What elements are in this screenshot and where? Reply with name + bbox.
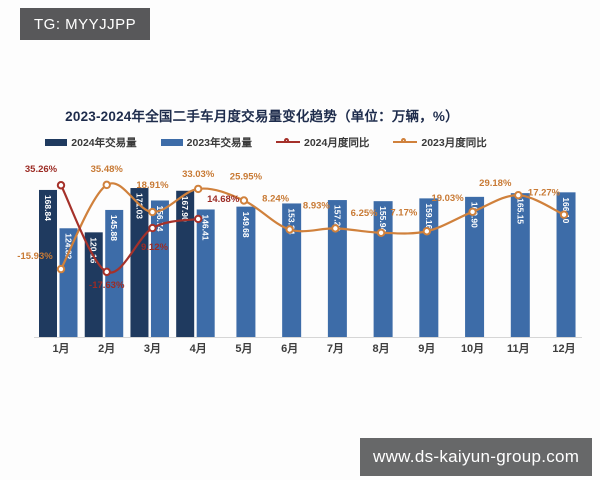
bar-value-label: 167.90: [180, 196, 190, 222]
x-axis-tick-label: 11月: [507, 342, 530, 355]
bar: [282, 203, 302, 337]
yoy-point-label: 18.91%: [136, 180, 169, 191]
legend-marker-icon: [401, 138, 407, 143]
yoy-point-label: 29.18%: [479, 178, 512, 189]
line-marker-icon: [422, 227, 432, 236]
line-marker-icon: [102, 267, 111, 277]
legend-line-swatch-2023-yoy: [393, 138, 418, 147]
yoy-point-label: 25.95%: [230, 171, 263, 182]
line-marker-icon: [468, 207, 477, 217]
bar: [150, 200, 169, 337]
yoy-point-label: 19.03%: [431, 193, 464, 204]
line-marker-icon: [376, 228, 386, 237]
yoy-point-label: 9.12%: [141, 242, 168, 253]
line-marker-icon: [56, 264, 66, 274]
bar-value-label: 168.84: [43, 195, 53, 221]
bar-value-label: 120.16: [89, 237, 99, 263]
yoy-point-label: 35.48%: [91, 164, 124, 175]
x-axis-tick-label: 3月: [144, 342, 161, 355]
bar: [84, 232, 103, 337]
bar-value-label: 145.88: [109, 215, 119, 241]
website-watermark-badge: www.ds-kaiyun-group.com: [360, 438, 593, 476]
legend-line-swatch-2024-yoy: [276, 138, 300, 147]
bar: [327, 200, 347, 337]
bar-value-label: 153.34: [287, 208, 297, 234]
x-axis-tick-label: 5月: [235, 342, 252, 355]
legend-item-2024-yoy: 2024月度同比: [276, 135, 369, 150]
x-axis-tick-label: 8月: [373, 342, 390, 355]
x-axis-tick-label: 1月: [52, 342, 69, 355]
bar: [236, 206, 256, 337]
bar: [510, 193, 530, 337]
bar-value-label: 124.82: [64, 233, 74, 259]
line-marker-icon: [559, 210, 569, 219]
yoy-line: [59, 184, 200, 274]
yoy-point-label: 17.27%: [528, 188, 561, 199]
bar-value-label: 165.15: [515, 198, 525, 224]
yoy-point-label: 8.24%: [262, 194, 289, 205]
line-marker-icon: [514, 191, 523, 200]
x-axis-tick-label: 10月: [461, 342, 484, 355]
yoy-point-label: 35.26%: [25, 164, 58, 175]
legend-bar-swatch-2023: [160, 139, 183, 146]
legend-label: 2024月度同比: [304, 137, 370, 149]
legend-bar-swatch-2024: [45, 139, 68, 146]
bar: [130, 188, 149, 337]
x-axis-tick-label: 7月: [327, 342, 344, 355]
telegram-watermark-badge: TG: MYYJJPP: [20, 8, 151, 40]
line-marker-icon: [193, 184, 203, 194]
yoy-point-label: 14.68%: [207, 194, 240, 205]
bar-value-label: 155.94: [378, 206, 388, 232]
legend-item-2023-volume: 2023年交易量: [160, 135, 252, 150]
yoy-point-label: -15.93%: [17, 251, 53, 262]
line-marker-icon: [285, 225, 294, 234]
legend-item-2024-volume: 2024年交易量: [45, 135, 137, 150]
chart-title: 2023-2024年全国二手车月度交易量变化趋势（单位：万辆，%）: [65, 109, 459, 124]
bar-value-label: 157.22: [332, 205, 342, 231]
bar: [556, 192, 576, 337]
bar: [59, 228, 78, 337]
bar-value-label: 149.68: [241, 212, 251, 238]
x-axis-tick-label: 6月: [281, 342, 298, 355]
yoy-point-label: 8.93%: [303, 200, 330, 211]
bar: [176, 190, 195, 337]
line-marker-icon: [148, 207, 157, 217]
x-axis-tick-label: 2月: [98, 342, 115, 355]
bar-value-label: 146.41: [201, 214, 211, 240]
bar-value-label: 156.74: [155, 205, 165, 231]
legend-label: 2024年交易量: [71, 137, 137, 149]
legend-label: 2023月度同比: [421, 137, 487, 149]
chart-legend: 2024年交易量 2023年交易量 2024月度同比 2023月度同比: [0, 135, 532, 150]
x-axis-tick-label: 4月: [190, 342, 207, 355]
line-marker-icon: [193, 214, 203, 224]
line-marker-icon: [239, 196, 249, 205]
bar: [105, 209, 124, 337]
legend-marker-icon: [284, 138, 289, 143]
bar-value-label: 159.16: [424, 203, 434, 229]
line-marker-icon: [102, 180, 111, 190]
bar-value-label: 166.10: [561, 197, 571, 223]
yoy-point-label: 7.17%: [390, 207, 417, 218]
yoy-point-label: 33.03%: [182, 169, 215, 180]
legend-item-2023-yoy: 2023月度同比: [393, 135, 487, 150]
line-marker-icon: [56, 181, 66, 190]
line-marker-icon: [148, 223, 157, 233]
x-axis-tick-label: 9月: [418, 342, 435, 355]
x-axis-tick-label: 12月: [552, 342, 575, 355]
legend-label: 2023年交易量: [186, 137, 252, 149]
line-marker-icon: [331, 224, 340, 233]
yoy-point-label: -17.63%: [89, 280, 125, 291]
yoy-point-label: 6.25%: [351, 208, 378, 219]
bar: [196, 209, 215, 337]
bar: [465, 196, 485, 337]
bar: [39, 189, 57, 337]
